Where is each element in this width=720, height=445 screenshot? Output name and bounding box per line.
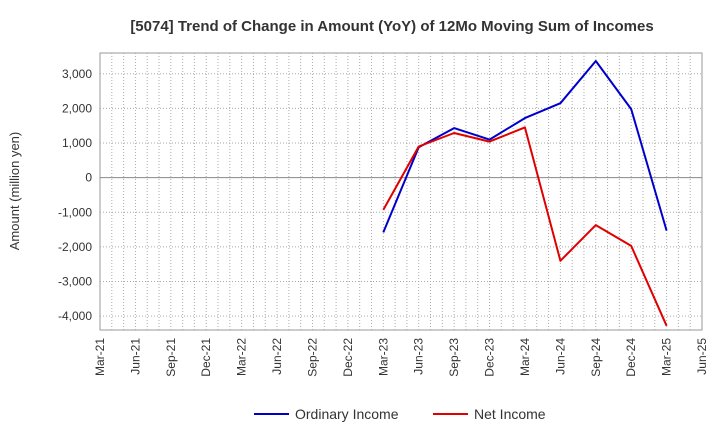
x-tick-label: Mar-22 bbox=[235, 338, 249, 376]
legend-label-net-income: Net Income bbox=[474, 406, 546, 422]
y-tick-label: -2,000 bbox=[58, 240, 92, 254]
x-tick-label: Mar-23 bbox=[376, 338, 390, 376]
y-tick-label: 0 bbox=[85, 171, 92, 185]
series-layer bbox=[382, 60, 668, 327]
x-tick-label: Sep-23 bbox=[447, 338, 461, 377]
legend-label-ordinary-income: Ordinary Income bbox=[295, 406, 399, 422]
y-tick-label: 1,000 bbox=[62, 136, 92, 150]
y-tick-label: -3,000 bbox=[58, 275, 92, 289]
x-tick-label: Dec-24 bbox=[624, 338, 638, 377]
x-tick-label: Dec-21 bbox=[199, 338, 213, 377]
x-tick-label: Dec-22 bbox=[341, 338, 355, 377]
series-line-ordinary-income bbox=[382, 60, 668, 233]
x-tick-label: Jun-24 bbox=[553, 338, 567, 375]
chart-title: [5074] Trend of Change in Amount (YoY) o… bbox=[130, 18, 653, 35]
x-tick-label: Sep-21 bbox=[164, 338, 178, 377]
x-tick-label: Mar-25 bbox=[660, 338, 674, 376]
x-tick-label: Mar-21 bbox=[93, 338, 107, 376]
x-tick-label: Jun-23 bbox=[412, 338, 426, 375]
x-tick-label: Sep-24 bbox=[589, 338, 603, 377]
y-axis-label: Amount (million yen) bbox=[7, 132, 22, 251]
x-tick-label: Jun-21 bbox=[128, 338, 142, 375]
y-tick-label: -1,000 bbox=[58, 205, 92, 219]
x-tick-label: Mar-24 bbox=[518, 338, 532, 376]
x-tick-label: Sep-22 bbox=[305, 338, 319, 377]
y-tick-label: 3,000 bbox=[62, 67, 92, 81]
series-line-net-income bbox=[382, 126, 668, 327]
legend: Ordinary Income Net Income bbox=[254, 406, 546, 422]
x-tick-label: Dec-23 bbox=[483, 338, 497, 377]
x-tick-labels: Mar-21 Jun-21 Sep-21 Dec-21 Mar-22 Jun-22 Sep-… bbox=[93, 338, 709, 377]
y-tick-label: 2,000 bbox=[62, 101, 92, 115]
y-tick-label: -4,000 bbox=[58, 309, 92, 323]
x-tick-label: Jun-25 bbox=[695, 338, 709, 375]
x-tick-label: Jun-22 bbox=[270, 338, 284, 375]
y-tick-labels: 3,000 2,000 1,000 0 -1,000 -2,000 -3,000 -4,000 bbox=[58, 67, 92, 323]
